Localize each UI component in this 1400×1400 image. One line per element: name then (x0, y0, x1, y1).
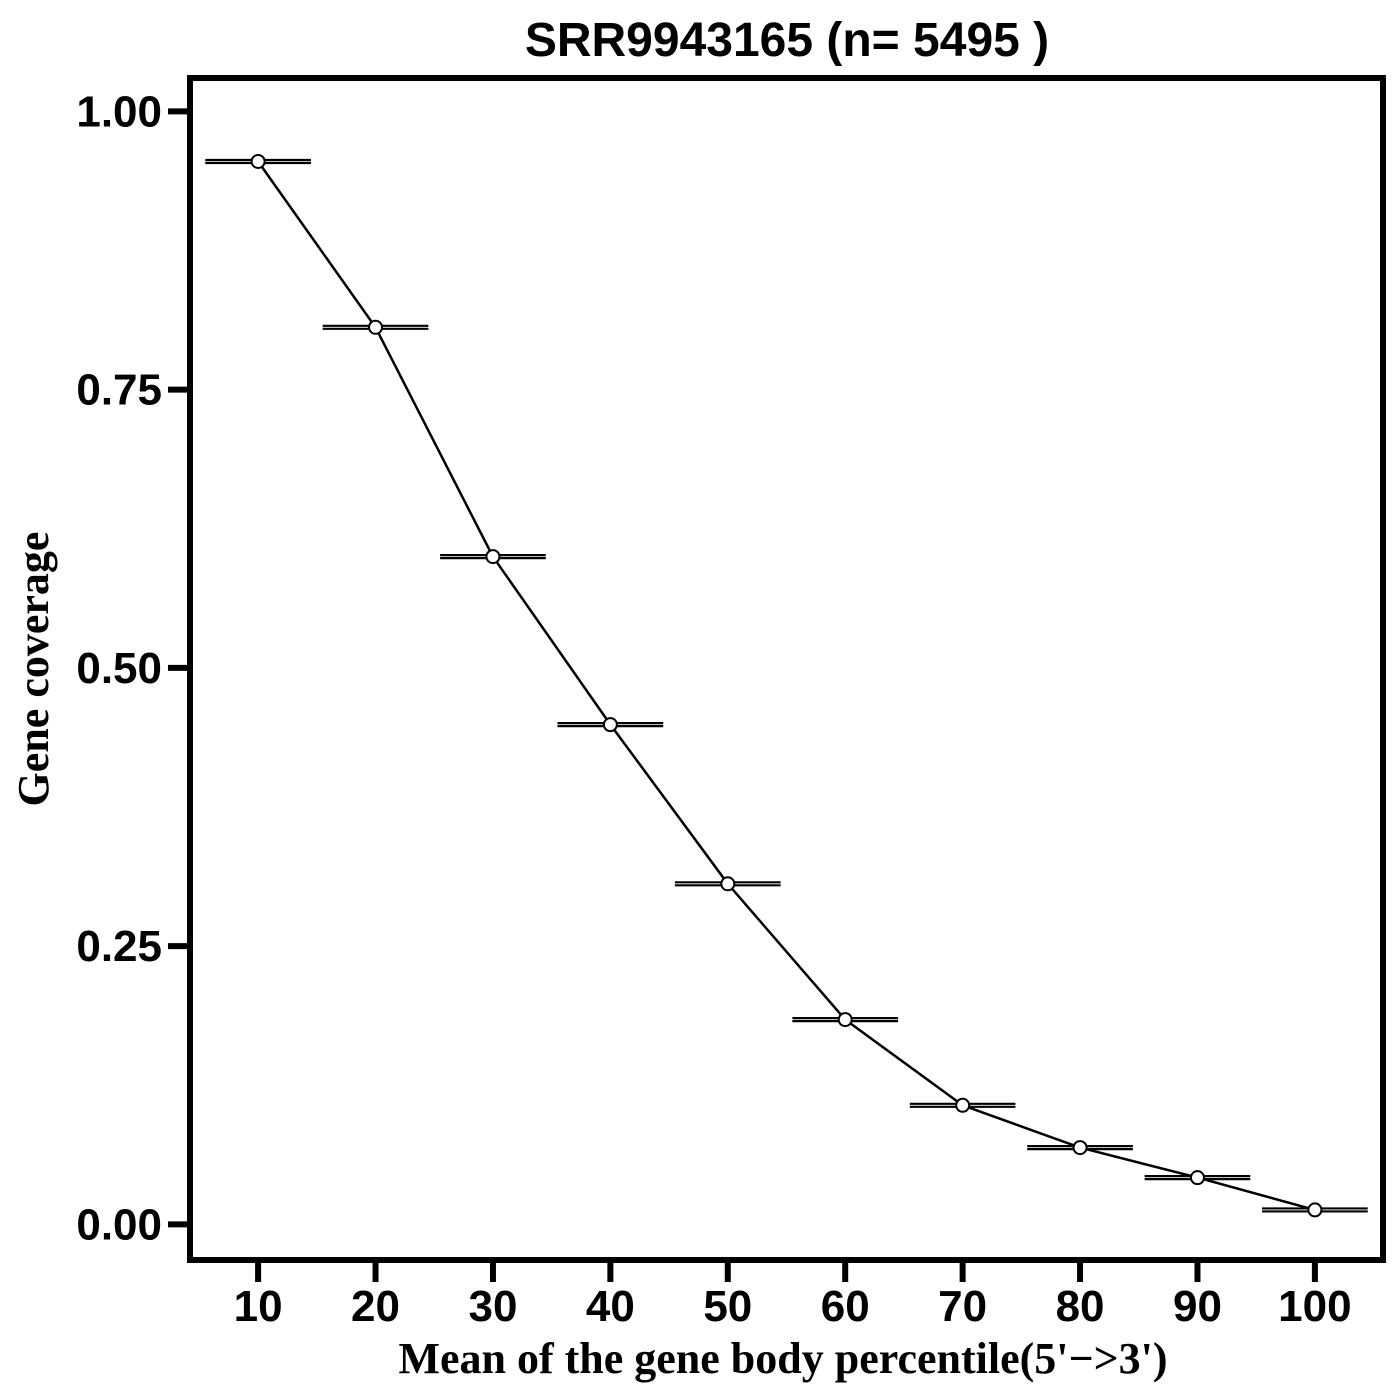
data-point (1072, 1140, 1088, 1156)
x-tick-label: 30 (468, 1282, 517, 1331)
x-tick-label: 40 (586, 1282, 635, 1331)
x-tick-label: 90 (1173, 1282, 1222, 1331)
data-point (720, 876, 736, 892)
data-point (485, 549, 501, 565)
y-tick-label: 0.00 (76, 1200, 162, 1249)
data-point (1189, 1170, 1205, 1186)
data-point (368, 319, 384, 335)
error-bars (205, 158, 1368, 1213)
x-tick-label: 100 (1278, 1282, 1351, 1331)
data-point (1307, 1202, 1323, 1218)
x-tick-label: 60 (821, 1282, 870, 1331)
x-axis: 10 20 30 40 50 60 70 80 90 100 (234, 1260, 1352, 1331)
y-tick-label: 1.00 (76, 87, 162, 136)
y-tick-label: 0.75 (76, 366, 162, 415)
x-tick-label: 70 (938, 1282, 987, 1331)
x-axis-label: Mean of the gene body percentile(5'−>3') (398, 1334, 1167, 1383)
data-point (837, 1012, 853, 1028)
x-tick-label: 50 (703, 1282, 752, 1331)
y-tick-label: 0.50 (76, 644, 162, 693)
y-tick-label: 0.25 (76, 922, 162, 971)
x-tick-label: 10 (234, 1282, 283, 1331)
data-point (955, 1097, 971, 1113)
data-points (250, 153, 1323, 1218)
data-point (602, 717, 618, 733)
y-axis: 0.00 0.25 0.50 0.75 1.00 (76, 87, 190, 1249)
series-line (257, 160, 1316, 1212)
y-axis-label: Gene coverage (9, 532, 58, 807)
plot-frame (187, 75, 1386, 1263)
data-point (250, 153, 266, 169)
chart-title: SRR9943165 (n= 5495 ) (525, 14, 1049, 67)
x-tick-label: 20 (351, 1282, 400, 1331)
x-tick-label: 80 (1056, 1282, 1105, 1331)
